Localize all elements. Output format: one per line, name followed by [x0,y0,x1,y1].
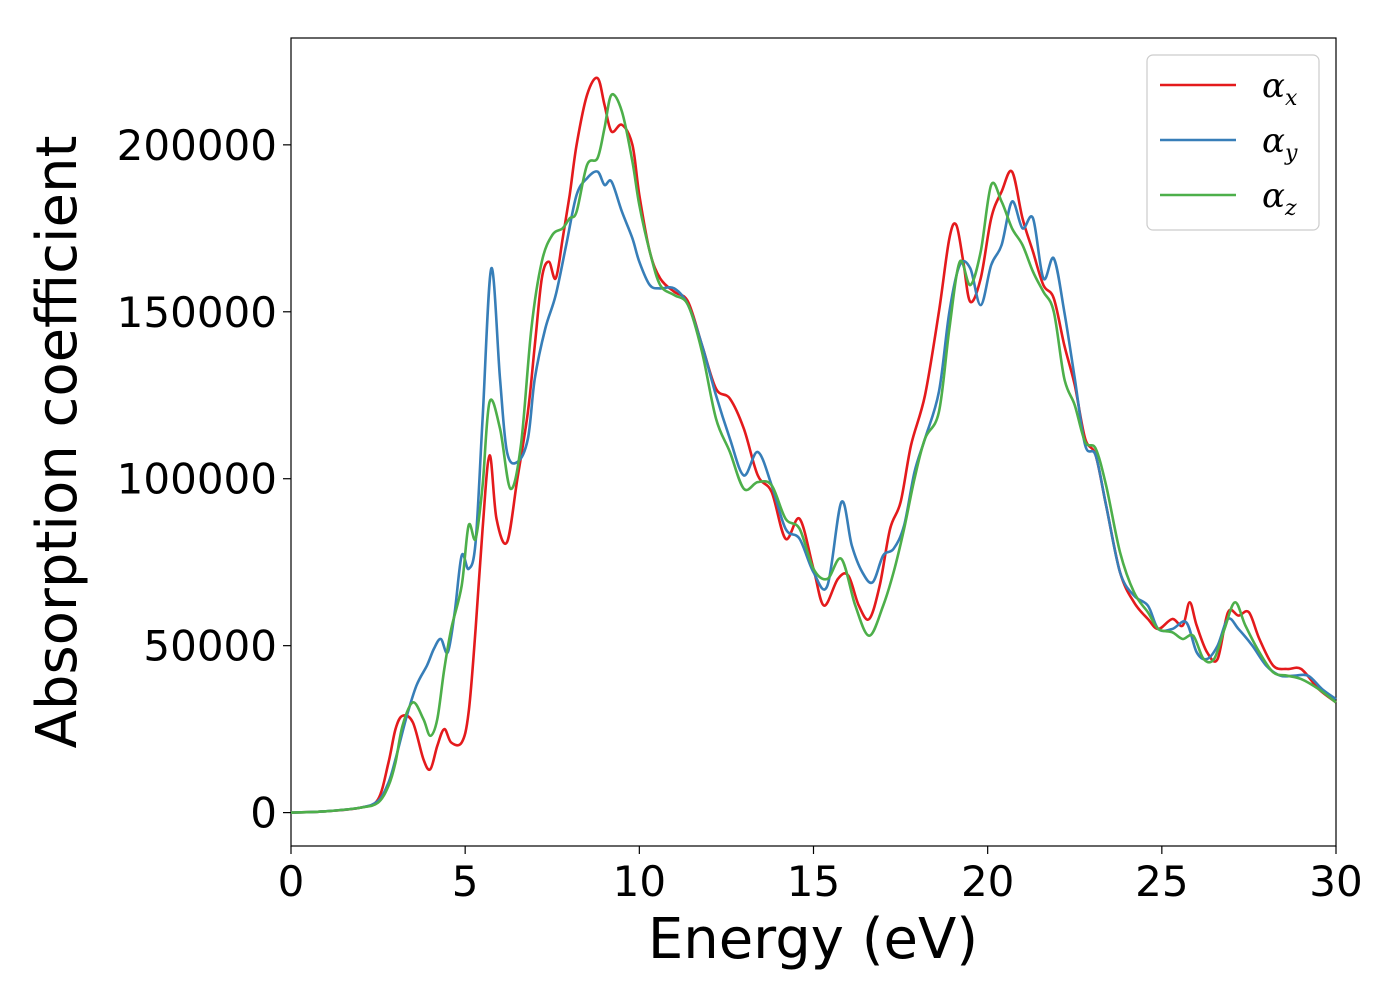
x-tick-label: 20 [961,857,1014,906]
x-axis-ticks: 0 5 10 15 20 25 30 [278,846,1363,906]
x-tick-label: 25 [1135,857,1188,906]
y-axis-title: Absorption coefficient [25,136,90,749]
series-line-x [290,76,1337,814]
x-tick-label: 10 [613,857,666,906]
y-tick-label: 50000 [143,622,277,671]
y-tick-label: 150000 [117,288,277,337]
series-line-z [290,92,1337,814]
y-tick-label: 100000 [117,455,277,504]
legend-box [1146,54,1320,231]
x-tick-label: 30 [1309,857,1362,906]
x-tick-label: 15 [787,857,840,906]
series-layer [290,76,1337,814]
series-line-y [290,170,1337,814]
y-tick-label: 200000 [117,121,277,170]
x-axis-title: Energy (eV) [648,907,978,972]
y-axis-ticks: 0 50000 100000 150000 200000 [117,121,291,838]
x-tick-label: 0 [278,857,305,906]
y-tick-label: 0 [250,789,277,838]
x-tick-label: 5 [452,857,479,906]
